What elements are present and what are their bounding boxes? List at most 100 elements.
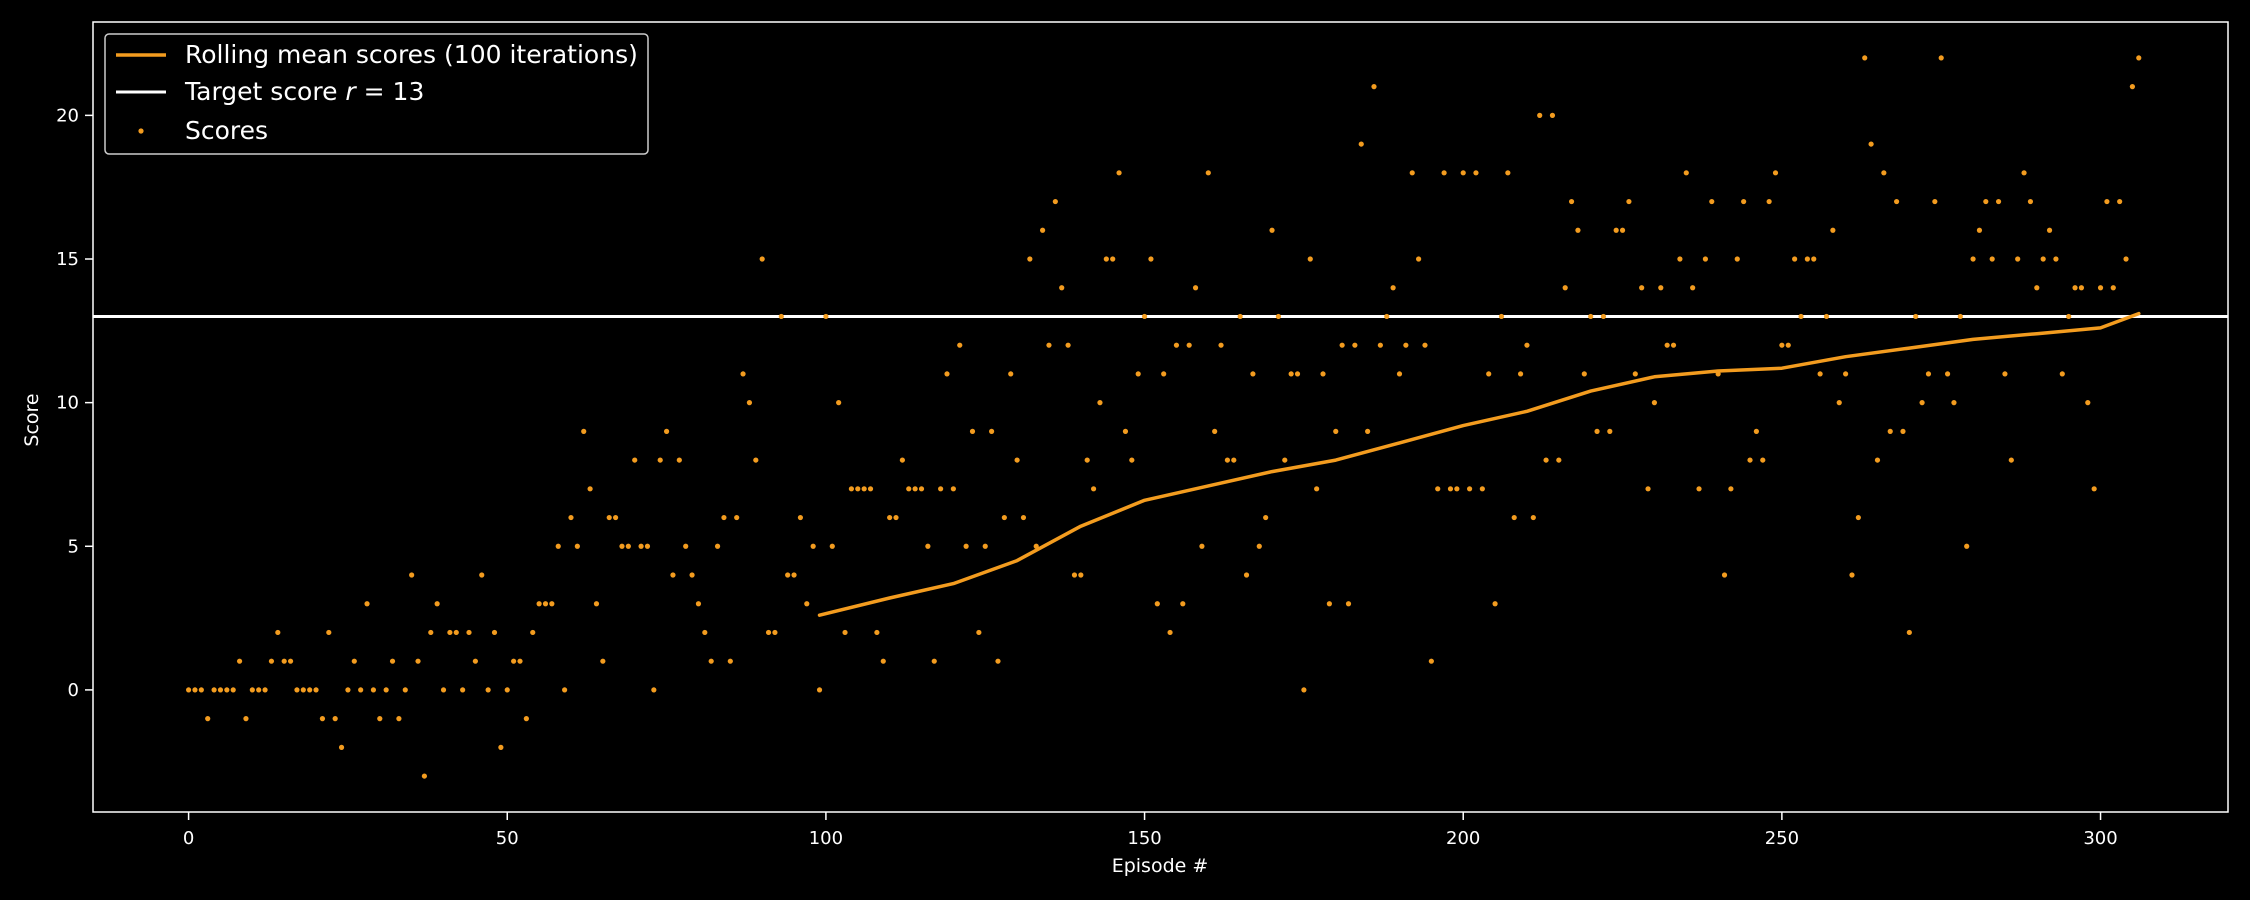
score-point: [670, 572, 676, 578]
score-point: [1288, 371, 1294, 377]
score-point: [931, 658, 937, 664]
score-point: [1874, 457, 1881, 463]
score-point: [2027, 198, 2034, 205]
score-point: [918, 486, 925, 492]
score-point: [262, 687, 268, 693]
score-point: [1492, 601, 1498, 607]
score-point: [1913, 313, 1919, 320]
score-point: [256, 687, 262, 693]
score-point: [1970, 256, 1976, 262]
score-point: [797, 514, 804, 521]
score-point: [632, 457, 638, 463]
score-point: [938, 486, 944, 492]
score-point: [1747, 457, 1753, 463]
score-point: [804, 601, 810, 607]
score-point: [1148, 256, 1154, 262]
y-tick-label: 5: [68, 536, 79, 557]
score-point: [1683, 170, 1689, 176]
score-point: [281, 658, 287, 664]
score-point: [1403, 342, 1409, 348]
score-point: [1224, 457, 1231, 463]
score-point: [1014, 457, 1020, 463]
score-point: [1855, 514, 1861, 521]
score-point: [2123, 256, 2129, 262]
score-point: [1110, 256, 1116, 262]
score-point: [957, 342, 963, 348]
score-point: [1466, 486, 1473, 492]
score-point: [1039, 227, 1046, 233]
score-point: [925, 543, 931, 549]
score-point: [950, 486, 956, 492]
score-point: [2136, 55, 2142, 61]
score-point: [721, 514, 727, 521]
score-point: [2015, 256, 2021, 262]
score-point: [1186, 342, 1192, 348]
score-point: [319, 716, 326, 722]
score-point: [2046, 227, 2053, 233]
score-point: [1358, 141, 1364, 147]
score-point: [816, 687, 823, 693]
score-point: [1071, 572, 1078, 578]
score-point: [1823, 313, 1830, 320]
score-point: [1447, 486, 1454, 492]
score-point: [1269, 227, 1275, 233]
score-point: [644, 543, 651, 549]
score-point: [969, 428, 976, 434]
score-point: [1645, 486, 1651, 492]
score-point: [192, 687, 198, 693]
axes-frame: [92, 21, 2229, 813]
y-tick-label: 10: [56, 393, 79, 414]
score-point: [944, 371, 950, 377]
score-point: [1377, 342, 1383, 348]
score-point: [1702, 256, 1709, 262]
score-point: [370, 687, 377, 693]
score-point: [1772, 170, 1779, 176]
score-point: [810, 543, 816, 549]
score-point: [893, 514, 899, 521]
score-point: [2117, 198, 2123, 205]
score-point: [1798, 313, 1804, 320]
legend: Rolling mean scores (100 iterations) Tar…: [104, 33, 649, 155]
score-point: [1505, 170, 1511, 176]
score-point: [504, 687, 510, 693]
score-point: [1626, 198, 1632, 205]
score-point: [1530, 514, 1536, 521]
score-point: [453, 629, 459, 636]
score-point: [612, 514, 619, 521]
score-point: [1843, 371, 1849, 377]
score-point: [1001, 514, 1007, 521]
score-point: [1237, 313, 1243, 320]
score-point: [1925, 371, 1932, 377]
score-point: [1301, 687, 1307, 693]
score-point: [1212, 428, 1218, 434]
score-point: [1154, 601, 1160, 607]
score-point: [230, 687, 236, 693]
score-point: [899, 457, 905, 463]
score-point: [1384, 313, 1390, 320]
score-point: [829, 543, 835, 549]
score-point: [1161, 371, 1167, 377]
score-point: [1517, 371, 1524, 377]
score-point: [1849, 572, 1855, 578]
score-point: [1995, 198, 2002, 205]
score-point: [1556, 457, 1562, 463]
score-point: [313, 687, 319, 693]
score-point: [1594, 428, 1600, 434]
score-point: [568, 514, 574, 521]
score-point: [1422, 342, 1428, 348]
score-point: [1333, 428, 1339, 434]
score-point: [1326, 601, 1332, 607]
score-point: [217, 687, 224, 693]
score-point: [874, 629, 880, 636]
score-point: [1390, 285, 1396, 291]
score-point: [2078, 285, 2085, 291]
score-point: [1352, 342, 1358, 348]
score-point: [1537, 112, 1543, 118]
score-point: [1639, 285, 1645, 291]
score-point: [421, 773, 428, 779]
score-point: [1020, 514, 1027, 521]
score-point: [1365, 428, 1371, 434]
x-tick-label: 250: [1765, 828, 1799, 849]
score-point: [1944, 371, 1951, 377]
